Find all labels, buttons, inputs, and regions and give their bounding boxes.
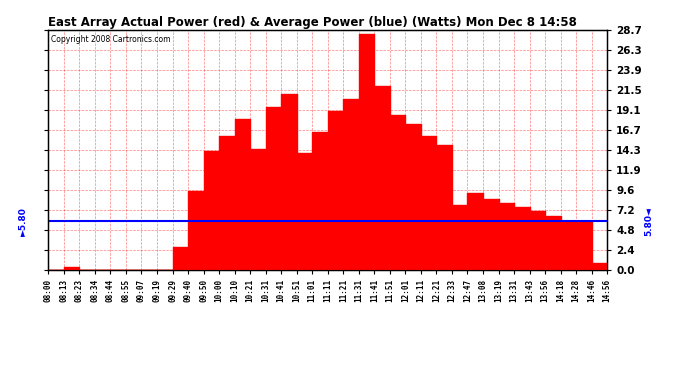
Text: Copyright 2008 Cartronics.com: Copyright 2008 Cartronics.com — [51, 35, 170, 44]
Text: 5.80◄: 5.80◄ — [644, 207, 653, 236]
Text: East Array Actual Power (red) & Average Power (blue) (Watts) Mon Dec 8 14:58: East Array Actual Power (red) & Average … — [48, 16, 577, 29]
Text: ►5.80: ►5.80 — [19, 207, 28, 236]
